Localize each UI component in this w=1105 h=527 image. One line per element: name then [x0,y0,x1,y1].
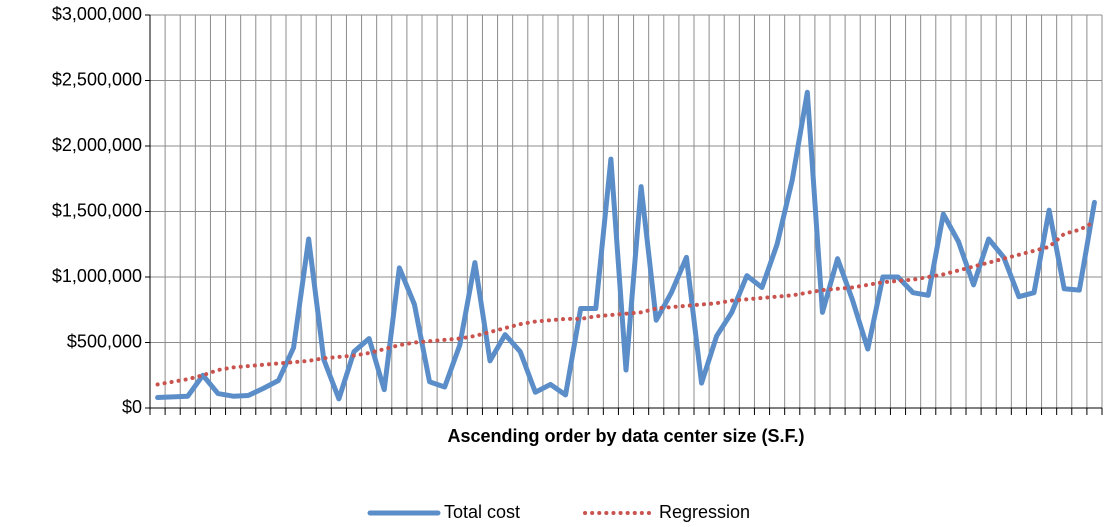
y-tick-label: $1,500,000 [52,200,142,220]
legend-label: Regression [659,502,750,522]
legend-label: Total cost [444,502,520,522]
series-line [155,89,1097,402]
y-tick-label: $0 [122,397,142,417]
x-axis-label: Ascending order by data center size (S.F… [447,426,804,446]
y-tick-label: $500,000 [67,331,142,351]
y-tick-label: $2,000,000 [52,135,142,155]
series-line [155,219,1097,387]
y-tick-label: $2,500,000 [52,69,142,89]
y-tick-label: $1,000,000 [52,266,142,286]
y-tick-label: $3,000,000 [52,4,142,24]
